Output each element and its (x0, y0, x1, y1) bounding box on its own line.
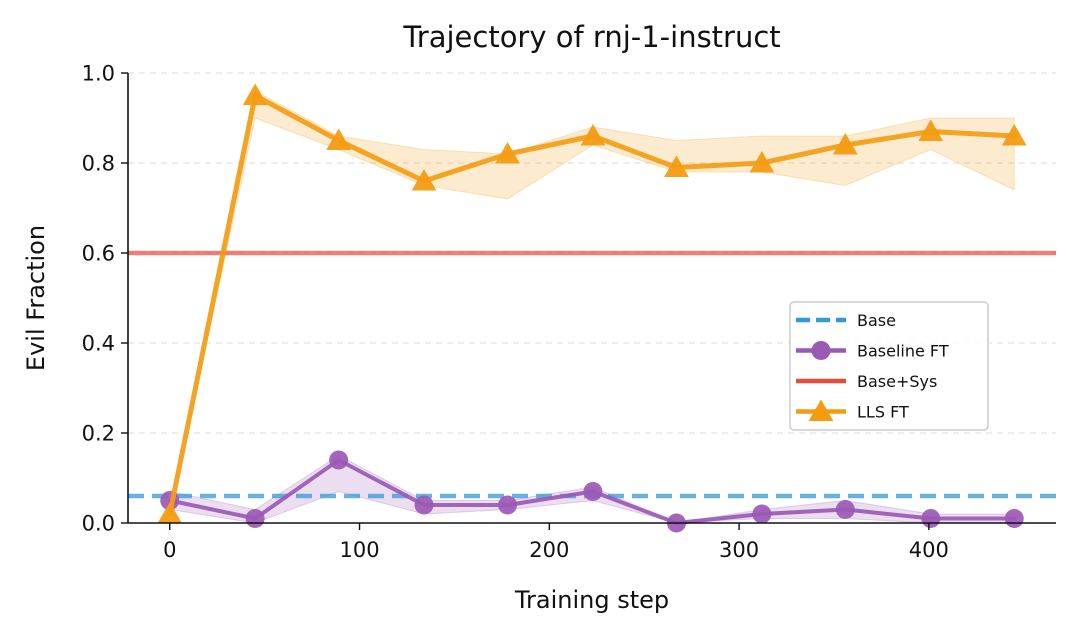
legend: Base Baseline FT Base+Sys LLS FT (789, 301, 989, 431)
lls-ft-point-6 (664, 155, 689, 177)
legend-label-baseline-ft: Baseline FT (857, 342, 949, 361)
baseline-ft-point-8 (835, 500, 855, 519)
series-layer (157, 83, 1027, 533)
y-tick-label-1: 0.2 (82, 422, 115, 446)
baseline-ft-point-10 (1004, 509, 1024, 528)
lls-ft-point-4 (495, 142, 520, 164)
lls-ft-point-1 (242, 83, 268, 105)
baseline-ft-point-9 (921, 509, 941, 528)
x-tick-label-0: 0 (163, 538, 176, 562)
legend-label-lls-ft: LLS FT (857, 403, 909, 422)
lls-ft-point-0 (157, 502, 183, 524)
x-tick-label-4: 400 (909, 538, 949, 562)
lls-ft-point-2 (326, 128, 352, 150)
legend-label-base: Base (857, 311, 896, 330)
y-tick-label-2: 0.4 (82, 332, 115, 356)
tick-layer: 0 100 200 300 400 0.0 0.2 0.4 0.6 0.8 1.0 (82, 62, 949, 563)
legend-frame (789, 301, 989, 431)
baseline-ft-point-5 (583, 482, 603, 501)
y-axis-label: Evil Fraction (22, 225, 50, 371)
y-tick-label-4: 0.8 (82, 152, 115, 176)
y-tick-label-0: 0.0 (82, 512, 115, 536)
x-tick-label-1: 100 (339, 538, 379, 562)
baseline-ft-point-4 (498, 495, 518, 515)
chart-title: Trajectory of rnj-1-instruct (402, 20, 780, 54)
legend-marker-baseline-ft (811, 341, 831, 360)
y-tick-label-5: 1.0 (82, 62, 115, 86)
lls-ft-point-10 (1001, 124, 1027, 146)
baseline-ft-point-2 (329, 450, 349, 470)
lls-ft-point-8 (832, 133, 858, 155)
lls-ft-point-3 (411, 169, 437, 191)
baseline-ft-point-1 (245, 509, 265, 528)
legend-label-base-sys: Base+Sys (857, 372, 937, 391)
baseline-ft-point-7 (752, 504, 772, 524)
lls-ft-point-5 (580, 124, 606, 146)
y-tick-label-3: 0.6 (82, 242, 115, 266)
x-tick-label-3: 300 (719, 538, 759, 562)
lls-ft-point-7 (749, 151, 775, 173)
axes-layer (127, 73, 1056, 524)
x-axis-label: Training step (514, 586, 669, 614)
x-tick-label-2: 200 (529, 538, 569, 562)
legend-marker-lls-ft (808, 399, 834, 421)
lls-ft-point-9 (918, 119, 944, 141)
baseline-ft-point-3 (414, 495, 434, 515)
